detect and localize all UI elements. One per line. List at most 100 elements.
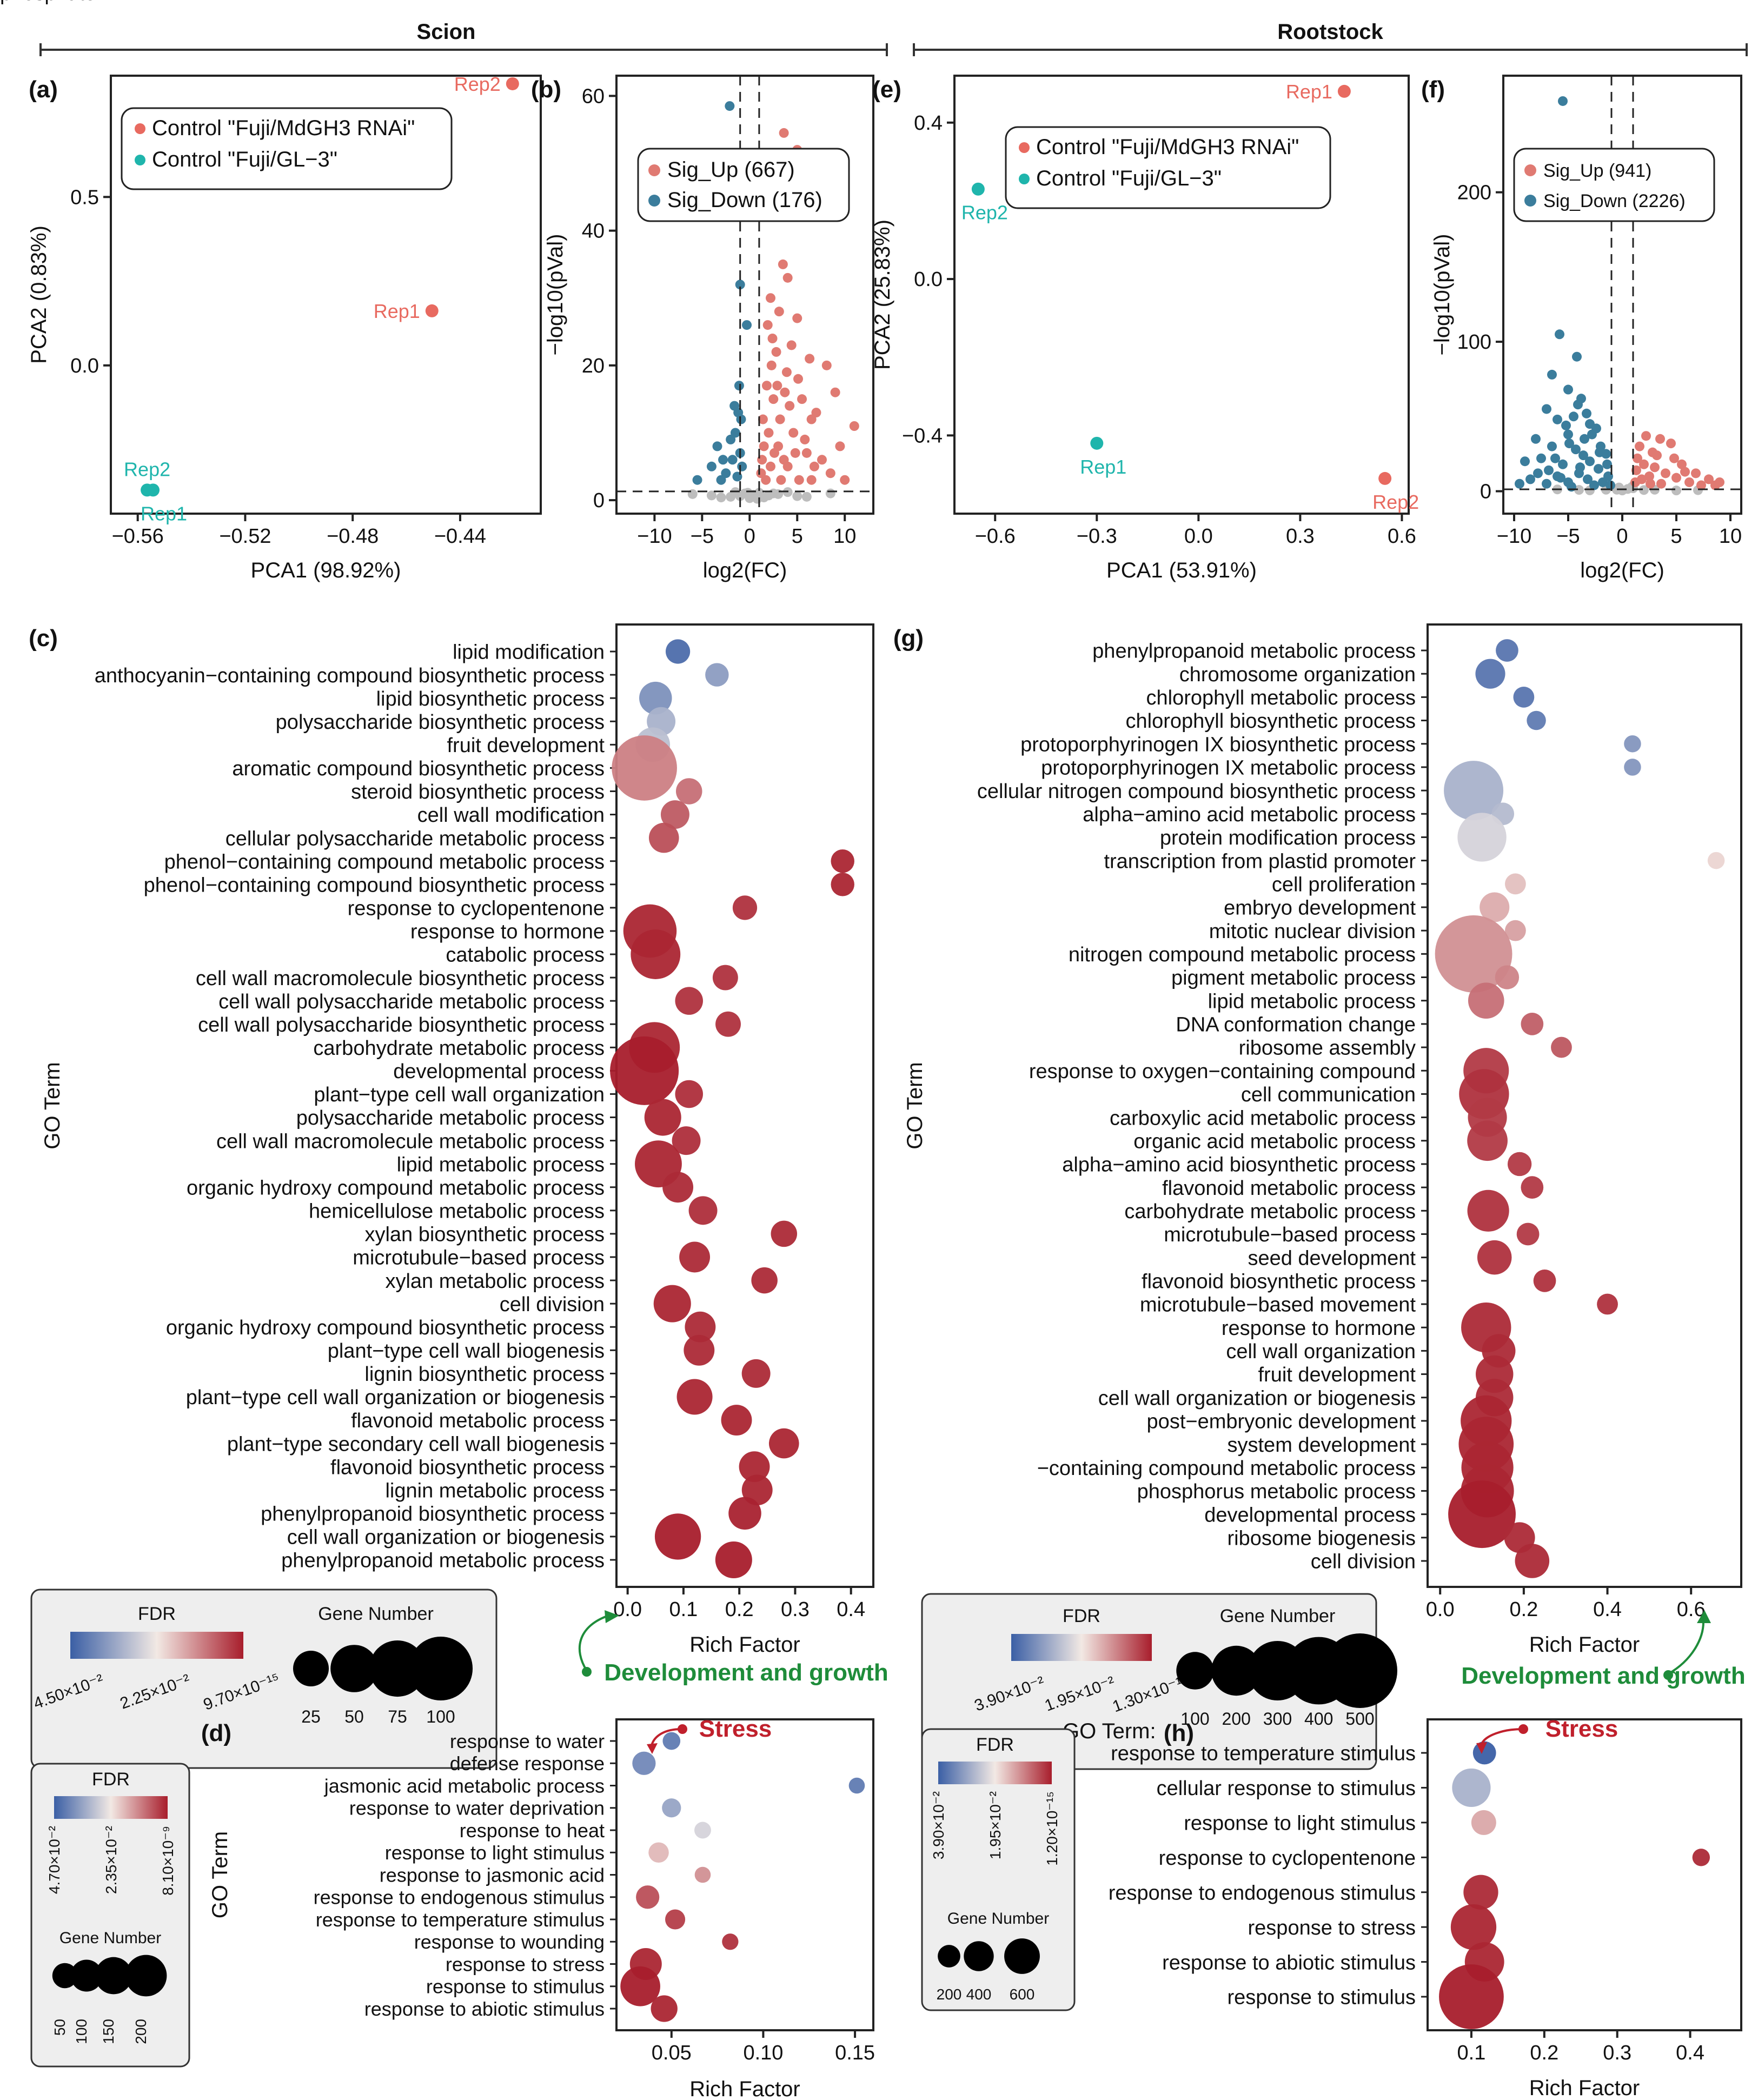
go-term-label: cell wall polysaccharide metabolic proce…: [218, 991, 605, 1013]
go-bubble: [694, 1866, 711, 1883]
sig-down-point: [725, 101, 735, 111]
y-tick-label: 40: [582, 220, 605, 243]
go-bubble: [662, 1798, 681, 1818]
go-term-label: cellular response to stimulus: [1157, 1777, 1416, 1800]
go-bubble: [1505, 920, 1526, 941]
sig-down-point: [729, 401, 740, 411]
sig-up-point: [797, 394, 807, 404]
go-term-label: carbohydrate metabolic process: [313, 1037, 605, 1060]
sig-down-point: [1575, 462, 1585, 473]
sig-down-point: [737, 461, 747, 471]
go-bubble: [715, 1541, 752, 1579]
x-tick-label: −0.3: [1077, 525, 1117, 548]
sig-up-point: [1652, 450, 1662, 461]
sig-down-point: [1558, 96, 1568, 106]
go-bubble: [739, 1451, 770, 1483]
sig-up-point: [806, 475, 817, 485]
volcano-legend: Sig_Up (667) Sig_Down (176): [637, 148, 850, 222]
legend-box: [637, 148, 850, 222]
go-bubble: [662, 1732, 681, 1750]
y-tick-label: 0.4: [914, 112, 943, 135]
y-tick-label: −0.4: [902, 424, 943, 447]
go-bubble: [639, 681, 672, 715]
x-tick-label: −0.48: [327, 525, 379, 548]
sig-down-point: [726, 434, 736, 444]
sig-down-point: [1569, 411, 1578, 422]
go-bubble: [644, 1099, 681, 1136]
size-legend-label: 75: [388, 1707, 407, 1726]
sig-down-point: [1556, 473, 1565, 483]
plot-frame: [953, 75, 1410, 515]
go-term-label: plant−type cell wall organization: [314, 1084, 605, 1106]
go-term-label: plant−type cell wall organization or bio…: [186, 1386, 605, 1409]
plot-frame: [1502, 75, 1742, 515]
y-tick-label: 0.5: [70, 186, 99, 209]
go-bubble: [612, 735, 677, 801]
go-bubble: [1439, 1964, 1504, 2029]
go-term-label: cellular nitrogen compound biosynthetic …: [977, 780, 1416, 803]
go-bubble: [768, 1428, 799, 1459]
go-term-label: developmental process: [393, 1060, 605, 1083]
size-legend-title: Gene Number: [59, 1929, 161, 1947]
go-term-label: cell division: [500, 1293, 605, 1316]
point-label: Rep2: [1372, 491, 1419, 513]
go-bubble: [651, 1995, 678, 2022]
sig-up-point: [772, 381, 782, 391]
sig-down-point: [1555, 329, 1564, 340]
sig-up-point: [788, 428, 799, 438]
sig-up-point: [1661, 468, 1670, 479]
x-tick-label: 0.2: [725, 1598, 754, 1621]
y-axis-label: GO Term:: [1063, 1719, 1156, 1743]
go-term-label: response to abiotic stimulus: [1162, 1951, 1416, 1974]
sig-down-point: [734, 381, 744, 391]
panel-label: (c): [29, 625, 58, 652]
annotation-arrowhead: [1697, 1610, 1711, 1623]
go-term-label: cell communication: [1241, 1084, 1416, 1106]
sig-up-point: [1646, 479, 1655, 489]
ns-point: [792, 491, 802, 501]
sig-down-point: [718, 455, 728, 465]
point-label: Rep2: [454, 73, 501, 95]
go-term-label: microtubule−based movement: [1140, 1294, 1416, 1317]
go-term-label: organic hydroxy compound biosynthetic pr…: [166, 1317, 605, 1339]
sig-up-point: [780, 387, 790, 397]
go-bubble: [1507, 1152, 1532, 1177]
sig-down-point: [692, 475, 702, 485]
size-legend-circle: [293, 1650, 329, 1687]
go-bubble: [676, 1379, 713, 1415]
go-term-label: fruit development: [447, 734, 605, 757]
go-bubble: [1513, 686, 1535, 708]
go-term-label: response to stress: [1248, 1917, 1416, 1939]
pca-point: [1337, 84, 1351, 98]
go-bubble: [1515, 1544, 1550, 1578]
go-bubble: [1597, 1293, 1618, 1315]
go-bubble: [694, 1822, 711, 1839]
sig-up-point: [790, 448, 800, 458]
sig-up-point: [786, 340, 797, 350]
go-term-label: organic acid metabolic process: [1133, 1130, 1416, 1153]
x-axis-label: log2(FC): [1580, 559, 1664, 582]
ns-point: [742, 488, 753, 498]
go-term-label: flavonoid metabolic process: [351, 1410, 605, 1432]
go-term-label: cellular polysaccharide metabolic proces…: [225, 827, 605, 850]
sig-down-point: [1606, 480, 1615, 490]
go-bubble: [722, 1933, 739, 1950]
go-term-label: xylan metabolic process: [385, 1270, 605, 1293]
sig-up-point: [1691, 468, 1701, 479]
x-tick-label: 5: [792, 525, 803, 548]
sig-up-point: [817, 455, 827, 465]
point-label: Rep1: [374, 300, 420, 322]
go-bubble: [1495, 965, 1520, 989]
size-legend-circle: [408, 1636, 473, 1701]
pca-point: [425, 304, 439, 317]
go-bubble: [771, 1220, 798, 1247]
sig-down-point: [1589, 480, 1599, 490]
size-legend-title: Gene Number: [318, 1604, 434, 1624]
go-bubble: [675, 1080, 704, 1108]
sig-down-point: [1525, 474, 1535, 484]
y-axis-label: GO Term: [903, 1062, 927, 1149]
go-term-label: response to hormone: [1222, 1317, 1416, 1340]
go-bubble: [1444, 761, 1504, 821]
sig-up-point: [835, 441, 845, 451]
